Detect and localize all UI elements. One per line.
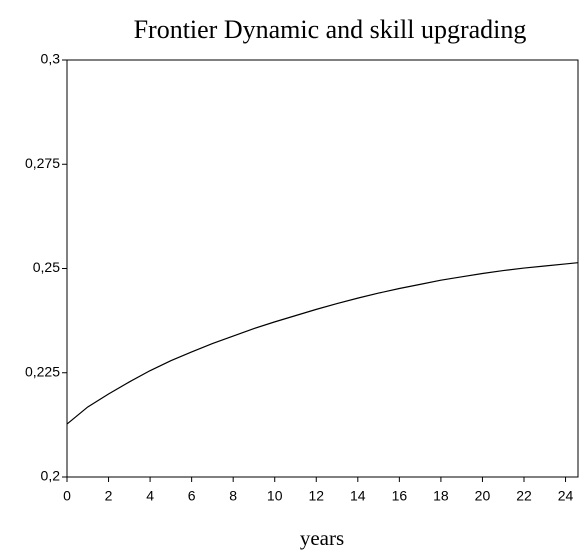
y-tick-label: 0,2	[41, 468, 61, 484]
y-tick-label: 0,25	[33, 259, 60, 275]
x-tick-label: 16	[392, 488, 408, 504]
x-tick-label: 0	[63, 488, 71, 504]
x-tick-label: 12	[308, 488, 324, 504]
plot-frame	[66, 59, 579, 478]
y-tick-label: 0,225	[25, 363, 60, 379]
x-tick-label: 10	[267, 488, 283, 504]
x-tick-label: 6	[188, 488, 196, 504]
x-tick-label: 18	[433, 488, 449, 504]
y-tick-label: 0,3	[41, 51, 61, 67]
data-line	[66, 262, 579, 425]
x-tick-label: 24	[558, 488, 574, 504]
x-tick-label: 14	[350, 488, 366, 504]
y-tick-label: 0,275	[25, 155, 60, 171]
x-tick-label: 4	[146, 488, 154, 504]
x-tick-label: 2	[105, 488, 113, 504]
x-tick-label: 22	[516, 488, 532, 504]
x-tick-label: 8	[229, 488, 237, 504]
x-axis-label: years	[300, 526, 344, 550]
x-tick-label: 20	[475, 488, 491, 504]
chart-title: Frontier Dynamic and skill upgrading	[134, 15, 527, 44]
